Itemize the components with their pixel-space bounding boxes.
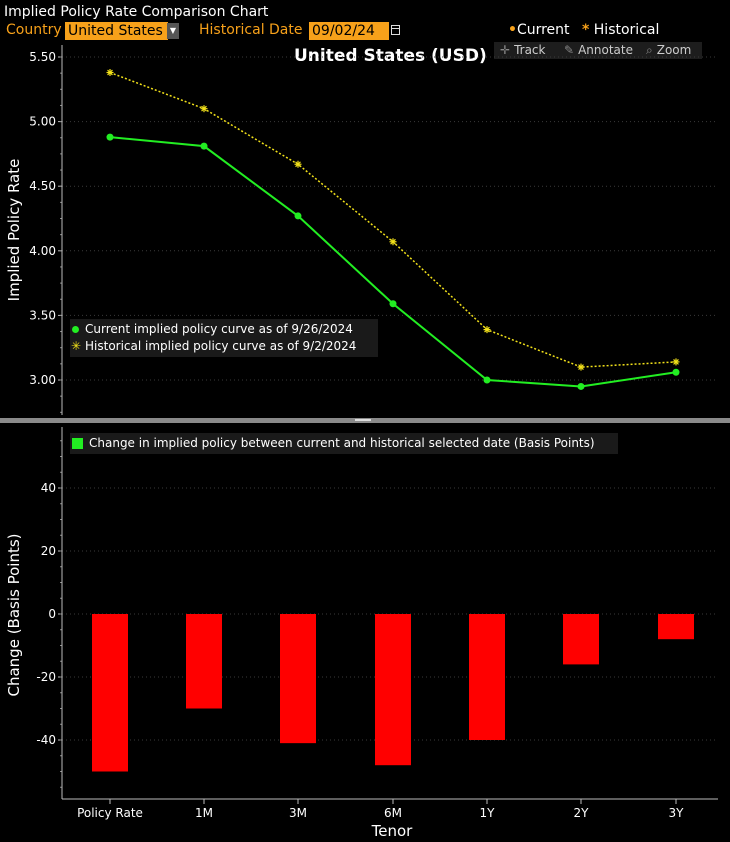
y-axis-title-top: Implied Policy Rate <box>5 159 23 302</box>
app-title: Implied Policy Rate Comparison Chart <box>4 4 269 20</box>
magnifier-icon: ⌕ <box>646 43 653 57</box>
crosshair-icon: ✛ <box>500 43 511 57</box>
country-label: Country <box>6 22 62 38</box>
axis-labels: 5.50 5.00 4.50 4.00 3.50 3.00 40 20 0 -20 -40 Polic… <box>5 50 684 840</box>
annotate-button[interactable]: ✎ Annotate <box>564 43 633 57</box>
current-point <box>483 376 491 384</box>
change-bar <box>563 614 599 665</box>
star-stroke <box>484 326 490 333</box>
current-point <box>106 133 114 141</box>
legend-item-historical: ✳ Historical implied policy curve as of 9… <box>71 339 357 353</box>
chart-toolbar: ✛ Track ✎ Annotate ⌕ Zoom <box>494 42 702 59</box>
star-stroke <box>578 364 584 370</box>
x-tick-label: 3Y <box>669 806 685 820</box>
x-tick-label: 2Y <box>574 806 590 820</box>
green-dot-icon <box>72 326 79 333</box>
y-tick-label: 5.00 <box>29 115 56 129</box>
change-bar <box>658 614 694 640</box>
current-point <box>389 300 397 308</box>
y-tick-label: 4.50 <box>29 179 56 193</box>
top-gridlines <box>62 56 718 381</box>
star-stroke <box>107 69 113 76</box>
historical-date-input[interactable]: 09/02/24 <box>309 22 389 40</box>
axes <box>0 45 730 804</box>
y-tick-label: 3.00 <box>29 373 56 387</box>
chevron-down-icon[interactable]: ▼ <box>167 23 179 39</box>
historical-point <box>389 238 397 246</box>
current-point <box>672 368 680 376</box>
bar-series <box>92 614 694 772</box>
yellow-star-icon: ✳ <box>71 339 82 353</box>
legend-historical: * Historical <box>582 22 660 38</box>
zoom-button[interactable]: ⌕ Zoom <box>646 43 692 57</box>
historical-date-label: Historical Date <box>199 22 303 38</box>
current-point <box>200 142 208 150</box>
historical-point <box>483 326 491 334</box>
chart-title: United States (USD) <box>294 46 487 66</box>
change-bar <box>186 614 222 709</box>
x-tick-label: 1M <box>195 806 213 820</box>
pencil-icon: ✎ <box>564 43 575 57</box>
star-stroke <box>390 238 396 245</box>
current-point <box>294 212 302 220</box>
star-stroke <box>201 105 207 112</box>
y-tick-label: 3.50 <box>29 308 56 322</box>
legend-item-change: Change in implied policy between current… <box>70 435 618 452</box>
top-bar: Implied Policy Rate Comparison Chart Cou… <box>0 0 730 44</box>
historical-point <box>200 105 208 113</box>
historical-point <box>672 358 680 366</box>
y-tick-label: 0 <box>48 607 56 621</box>
y-tick-label: 20 <box>41 544 56 558</box>
change-bar <box>280 614 316 744</box>
change-bar <box>375 614 411 766</box>
x-tick-label: 1Y <box>480 806 496 820</box>
track-button[interactable]: ✛ Track <box>500 43 546 57</box>
y-axis-title-bottom: Change (Basis Points) <box>5 533 23 696</box>
y-tick-label: 40 <box>41 481 56 495</box>
legend-current: •Current <box>508 22 570 38</box>
y-tick-label: 5.50 <box>29 50 56 64</box>
green-square-icon <box>72 438 83 449</box>
calendar-icon[interactable] <box>391 25 400 35</box>
y-tick-label: -40 <box>36 733 56 747</box>
historical-marker-icon: * <box>582 22 590 38</box>
historical-point <box>294 160 302 168</box>
historical-point <box>106 69 114 77</box>
x-tick-label: 6M <box>384 806 402 820</box>
bar-legend: Change in implied policy between current… <box>70 433 618 454</box>
x-tick-label: Policy Rate <box>77 806 143 820</box>
x-tick-label: 3M <box>289 806 307 820</box>
legend-item-current: Current implied policy curve as of 9/26/… <box>70 321 378 338</box>
y-tick-label: -20 <box>36 670 56 684</box>
country-select[interactable]: United States <box>65 22 168 40</box>
change-bar <box>469 614 505 740</box>
x-axis-title: Tenor <box>371 822 414 840</box>
y-tick-label: 4.00 <box>29 244 56 258</box>
divider-grip <box>355 419 371 421</box>
change-bar <box>92 614 128 772</box>
current-point <box>577 382 585 390</box>
star-stroke <box>295 161 301 168</box>
current-marker-icon: • <box>508 22 517 38</box>
historical-point <box>577 363 585 371</box>
star-stroke <box>673 359 679 365</box>
line-series <box>106 69 680 390</box>
line-legend: Current implied policy curve as of 9/26/… <box>70 319 378 357</box>
